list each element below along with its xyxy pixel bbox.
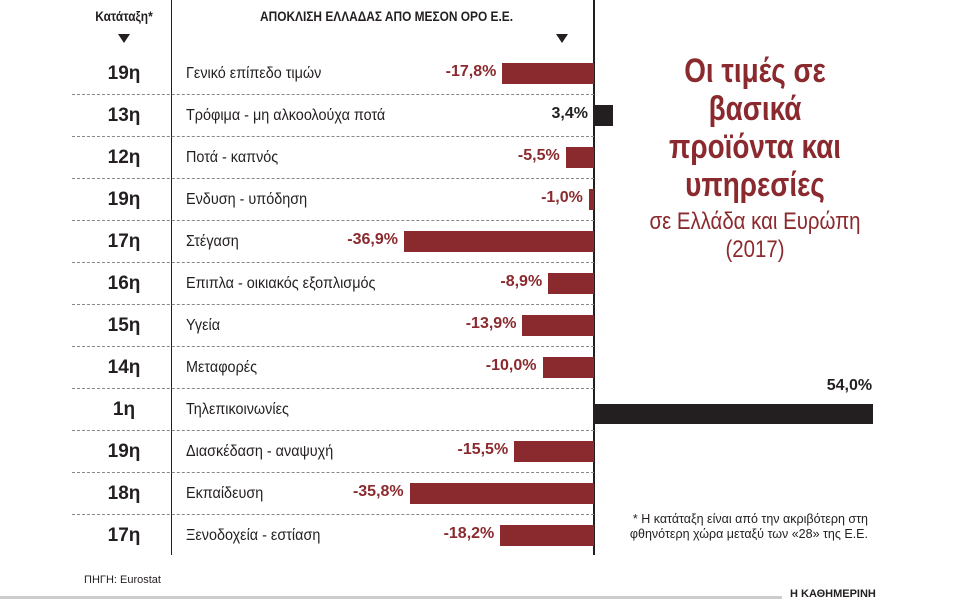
chart-title: Οι τιμές σε βασικά προϊόντα και υπηρεσίε… — [669, 52, 841, 204]
brand-logo: Η ΚΑΘΗΜΕΡΙΝΗ — [790, 588, 876, 600]
data-label: -10,0% — [485, 357, 537, 374]
rank-value: 14η — [107, 357, 141, 378]
row-separator — [72, 472, 594, 473]
row-separator — [72, 220, 594, 221]
bar — [565, 147, 594, 168]
rank-value: 19η — [107, 189, 141, 210]
category-label: Τρόφιμα - μη αλκοολούχα ποτά — [186, 107, 386, 124]
deviation-header: ΑΠΟΚΛΙΣΗ ΕΛΛΑΔΑΣ ΑΠΟ ΜΕΣΟΝ ΟΡΟ Ε.Ε. — [260, 8, 514, 24]
category-label: Μεταφορές — [186, 359, 258, 376]
footnote: * Η κατάταξη είναι από την ακριβότερη στ… — [629, 512, 868, 541]
data-label: 54,0% — [826, 377, 873, 394]
bar — [542, 357, 594, 378]
bar — [595, 105, 613, 126]
column-divider — [171, 0, 172, 555]
category-label: Τηλεπικοινωνίες — [186, 401, 289, 418]
row-separator — [72, 262, 594, 263]
source: ΠΗΓΗ: Eurostat — [84, 574, 161, 586]
category-label: Ενδυση - υπόδηση — [186, 191, 308, 208]
zero-axis — [593, 0, 595, 555]
category-label: Ποτά - καπνός — [186, 149, 279, 166]
row-separator — [72, 136, 594, 137]
data-label: -36,9% — [347, 231, 398, 248]
rank-value: 17η — [107, 525, 141, 546]
deviation-arrow-icon — [556, 34, 568, 43]
category-label: Υγεία — [186, 317, 221, 334]
rank-value: 1η — [112, 399, 136, 420]
data-label: -17,8% — [445, 63, 497, 80]
data-label: -8,9% — [500, 273, 543, 290]
bar — [595, 404, 874, 424]
category-label: Γενικό επίπεδο τιμών — [186, 65, 322, 82]
data-label: -13,9% — [465, 315, 517, 332]
bar — [403, 231, 594, 252]
data-label: -18,2% — [443, 525, 495, 542]
rank-value: 18η — [107, 483, 141, 504]
row-separator — [72, 304, 594, 305]
bar — [588, 189, 594, 210]
data-label: -1,0% — [541, 189, 583, 206]
data-label: 3,4% — [551, 105, 588, 122]
rank-value: 13η — [107, 105, 141, 126]
rank-value: 12η — [107, 147, 141, 168]
bar — [500, 525, 594, 546]
row-separator — [72, 514, 594, 515]
footer-line — [0, 596, 782, 599]
row-separator — [72, 430, 594, 431]
row-separator — [72, 178, 594, 179]
category-label: Εκπαίδευση — [186, 485, 264, 502]
rank-value: 17η — [107, 231, 141, 252]
rank-value: 19η — [107, 63, 141, 84]
bar — [522, 315, 594, 336]
row-separator — [72, 94, 594, 95]
bar — [548, 273, 594, 294]
bar — [409, 483, 594, 504]
category-label: Επιπλα - οικιακός εξοπλισμός — [186, 275, 376, 292]
bar — [502, 63, 594, 84]
data-label: -35,8% — [352, 483, 404, 500]
data-label: -5,5% — [517, 147, 560, 164]
row-separator — [72, 388, 594, 389]
category-label: Ξενοδοχεία - εστίαση — [186, 527, 321, 544]
row-separator — [72, 346, 594, 347]
rank-header: Κατάταξη* — [95, 8, 153, 24]
bar — [514, 441, 594, 462]
chart-subtitle: σε Ελλάδα και Ευρώπη (2017) — [649, 208, 861, 263]
rank-value: 16η — [107, 273, 141, 294]
rank-value: 19η — [107, 441, 141, 462]
rank-arrow-icon — [118, 34, 130, 43]
category-label: Στέγαση — [186, 233, 239, 250]
category-label: Διασκέδαση - αναψυχή — [186, 443, 334, 460]
rank-value: 15η — [107, 315, 141, 336]
data-label: -15,5% — [457, 441, 509, 458]
